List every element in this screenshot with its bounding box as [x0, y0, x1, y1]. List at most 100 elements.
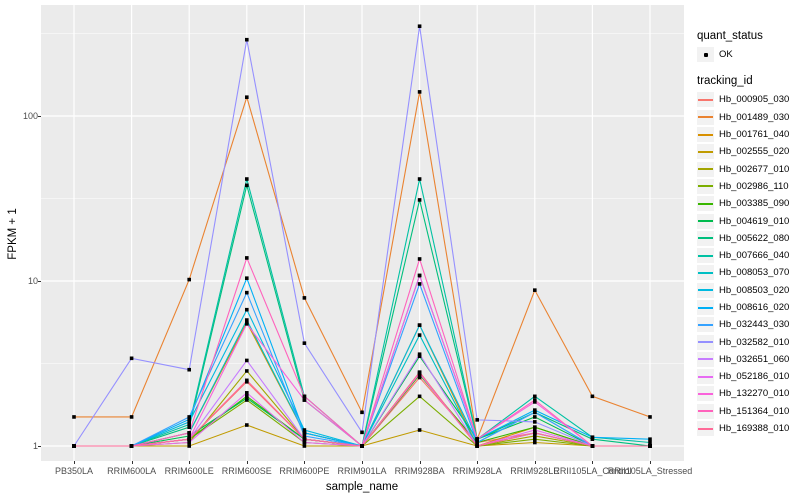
legend-item-Hb_002986_110: Hb_002986_110: [697, 178, 797, 195]
data-point: [245, 398, 249, 402]
data-point: [187, 434, 191, 438]
legend-item-label: Hb_169388_010: [719, 423, 790, 435]
data-point: [302, 440, 307, 445]
data-point: [187, 417, 191, 422]
x-tick-mark: [534, 461, 536, 464]
line-key-icon: [697, 144, 714, 160]
legend-item-Hb_001761_040: Hb_001761_040: [697, 126, 797, 143]
legend-item-Hb_151364_010: Hb_151364_010: [697, 403, 797, 420]
data-point: [245, 318, 249, 322]
legend-item-Hb_052186_010: Hb_052186_010: [697, 368, 797, 385]
y-tick-label: 100: [22, 111, 38, 121]
data-point: [417, 352, 422, 357]
data-point: [72, 415, 76, 419]
data-point: [245, 177, 249, 181]
legend-item-Hb_003385_090: Hb_003385_090: [697, 195, 797, 212]
line-key-icon: [697, 265, 714, 281]
x-tick-label-RRIM901LA: RRIM901LA: [337, 466, 387, 476]
data-point: [417, 24, 422, 29]
data-point: [72, 444, 76, 448]
data-point: [533, 400, 537, 404]
data-point: [245, 369, 249, 373]
data-point: [533, 410, 537, 415]
data-point: [475, 437, 479, 441]
legend-item-Hb_005622_080: Hb_005622_080: [697, 230, 797, 247]
data-point: [417, 90, 422, 94]
data-point: [302, 428, 307, 432]
data-point: [590, 444, 595, 448]
data-point: [533, 434, 537, 438]
line-key-icon: [697, 421, 714, 437]
data-point: [648, 444, 652, 448]
data-point: [417, 354, 422, 359]
y-tick-mark: [38, 281, 41, 282]
legend-item-Hb_032443_030: Hb_032443_030: [697, 316, 797, 333]
line-key-icon: [697, 248, 714, 264]
legend-item-ok: OK: [697, 46, 797, 63]
line-key-icon: [697, 161, 714, 177]
line-key-icon: [697, 230, 714, 246]
legend-item-label: Hb_032443_030: [719, 319, 790, 331]
data-point: [302, 444, 307, 448]
legend-item-label: Hb_002986_110: [719, 180, 789, 192]
legend-item-Hb_004619_010: Hb_004619_010: [697, 212, 797, 229]
data-point: [187, 420, 191, 424]
line-key-icon: [697, 196, 714, 212]
data-point: [590, 437, 595, 441]
data-point: [648, 415, 652, 419]
x-tick-mark: [650, 461, 651, 464]
legend-item-label: Hb_000905_030: [719, 94, 790, 106]
data-point: [533, 431, 537, 435]
line-key-icon: [697, 403, 714, 419]
x-tick-label-RRIM600LA: RRIM600LA: [107, 466, 157, 476]
data-point: [417, 375, 422, 380]
data-point: [533, 415, 537, 419]
data-point: [475, 444, 479, 448]
data-point: [533, 394, 537, 399]
line-key-icon: [697, 213, 714, 229]
data-point: [245, 391, 249, 395]
data-point: [187, 277, 191, 282]
x-tick-mark: [74, 461, 75, 464]
x-tick-mark: [592, 461, 594, 464]
data-point: [187, 444, 191, 448]
legend-item-label: Hb_003385_090: [719, 198, 790, 210]
data-point: [417, 394, 422, 399]
line-key-icon: [697, 109, 714, 125]
data-point: [302, 394, 307, 399]
legend-item-label: Hb_032651_060: [719, 353, 790, 365]
line-key-icon: [697, 282, 714, 298]
legend-item-label: Hb_008053_070: [719, 267, 790, 279]
data-point: [302, 434, 307, 438]
legend-item-label: Hb_151364_010: [719, 405, 790, 417]
data-point: [533, 288, 537, 292]
legend-item-Hb_002677_010: Hb_002677_010: [697, 160, 797, 177]
legend-item-label: Hb_008503_020: [719, 284, 790, 296]
legend-item-Hb_000905_030: Hb_000905_030: [697, 91, 797, 108]
line-key-icon: [697, 178, 714, 194]
legend-item-Hb_007666_040: Hb_007666_040: [697, 247, 797, 264]
legend-item-Hb_032582_010: Hb_032582_010: [697, 333, 797, 350]
data-point: [533, 437, 537, 441]
legend-item-label: Hb_007666_040: [719, 250, 790, 262]
y-tick-mark: [38, 116, 41, 117]
data-point: [302, 341, 307, 345]
x-tick-label-RRIM928BA: RRIM928BA: [394, 466, 445, 476]
data-point: [245, 396, 249, 400]
data-point: [417, 370, 422, 375]
line-key-icon: [697, 369, 714, 385]
line-key-icon: [697, 92, 714, 108]
y-tick-label: 1: [32, 441, 38, 451]
legend-item-label: Hb_001761_040: [719, 129, 790, 141]
data-point: [417, 323, 422, 327]
x-tick-mark: [131, 461, 133, 464]
x-tick-mark: [362, 461, 363, 464]
data-point: [187, 425, 191, 429]
data-point: [533, 420, 537, 424]
data-point: [590, 435, 595, 440]
data-point: [187, 437, 191, 441]
legend-item-label: Hb_002555_020: [719, 146, 790, 158]
x-tick-label-RRIM600SE: RRIM600SE: [221, 466, 272, 476]
x-tick-label-PB350LA: PB350LA: [54, 466, 94, 476]
